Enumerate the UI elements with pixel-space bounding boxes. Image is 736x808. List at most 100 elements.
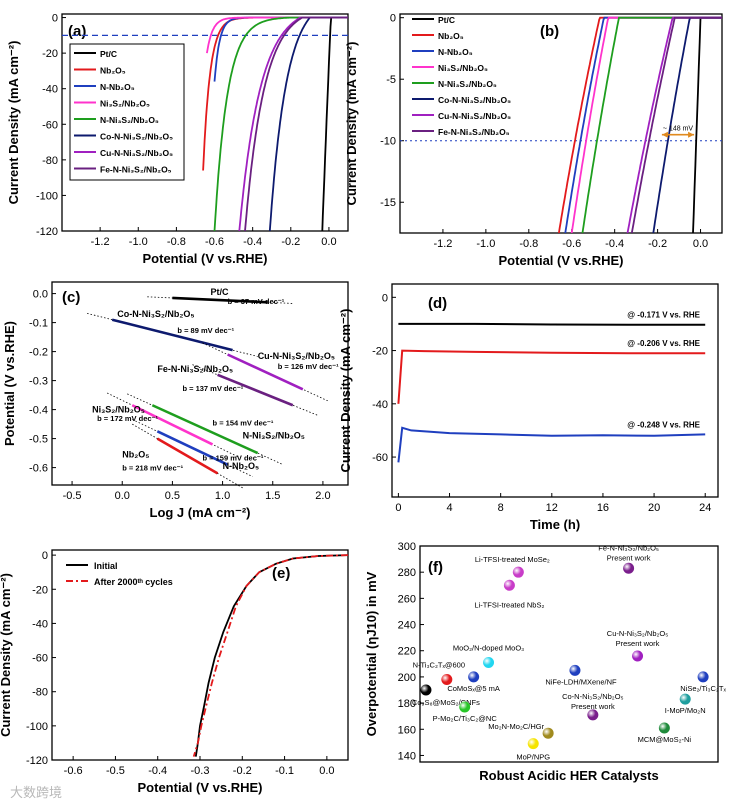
x-tick-label: -0.6	[562, 238, 581, 250]
y-tick-label: -120	[26, 755, 48, 767]
x-tick-label: 1.5	[265, 490, 280, 502]
catalyst-label: I-MoP/Mo₂N	[665, 706, 706, 715]
x-tick-label: 0.0	[693, 238, 708, 250]
catalyst-label: NiFe-LDH/MXene/NF	[545, 677, 617, 686]
y-tick-label: 0	[52, 13, 58, 25]
y-tick-label: -20	[32, 584, 48, 596]
catalyst-point	[512, 566, 524, 578]
slope-label: b = 218 mV dec⁻¹	[122, 464, 183, 473]
plot-frame	[61, 13, 349, 232]
catalyst-point	[527, 738, 539, 750]
series-label: N-Nb₂O₅	[223, 461, 260, 471]
y-tick-label: -0.6	[29, 463, 48, 475]
x-axis-label: Potential (V vs.RHE)	[138, 780, 263, 795]
x-tick-label: -0.2	[233, 765, 252, 777]
tafel-line-0	[172, 296, 268, 304]
series-label: Fe-N-Ni₃S₂/Nb₂O₅	[157, 364, 233, 374]
legend-label: N-Ni₃S₂/Nb₂O₅	[100, 115, 159, 125]
series-line-7	[244, 16, 348, 231]
catalyst-label: CoMoSₓ@5 mA	[447, 684, 500, 693]
catalyst-point	[658, 722, 670, 734]
panel-2: -0.5 0.0 0.5 1.0 1.5 2.0 0.0 -0.1 -0.2 -0.3 -0.4 -0…	[2, 281, 349, 520]
catalyst-point	[503, 579, 515, 591]
y-tick-label: 160	[398, 724, 416, 736]
catalyst-label: MoP/NPG	[516, 753, 550, 762]
y-tick-label: -20	[42, 48, 58, 60]
y-axis-label: Overpotential (ηJ10) in mV	[364, 571, 379, 736]
x-tick-label: -0.4	[148, 765, 167, 777]
y-tick-label: 240	[398, 620, 416, 632]
x-axis-label: Robust Acidic HER Catalysts	[479, 768, 658, 783]
polarization-curve-1	[192, 554, 349, 757]
y-tick-label: -120	[36, 226, 58, 238]
y-tick-label: 300	[398, 541, 416, 553]
legend-label: Pt/C	[100, 49, 117, 59]
arrow-head-right	[688, 131, 695, 138]
polarization-curve-0	[194, 554, 349, 757]
x-tick-label: -1.0	[476, 238, 495, 250]
x-tick-label: 24	[699, 502, 711, 514]
panel-4: -0.6 -0.5 -0.4 -0.3 -0.2 -0.1 0.0 0 -20 -40 -60 -80…	[0, 549, 349, 795]
catalyst-label: Fe-N-Ni₃S₂/Nb₂O₅	[598, 543, 659, 552]
annotation-text: ~ 148 mV	[663, 126, 693, 133]
present-work-label: Present work	[571, 702, 615, 711]
legend-label: After 2000ᵗʰ cycles	[94, 577, 173, 587]
series-label: Ni₃S₂/Nb₂O₅	[92, 405, 145, 415]
x-tick-label: -0.6	[205, 236, 224, 248]
x-tick-label: 0.0	[319, 765, 334, 777]
x-tick-label: -0.5	[106, 765, 125, 777]
x-tick-label: -0.6	[64, 765, 83, 777]
y-tick-label: 220	[398, 646, 416, 658]
slope-label: b = 89 mV dec⁻¹	[177, 326, 234, 335]
x-tick-label: -0.4	[605, 238, 624, 250]
legend-label: Ni₃S₂/Nb₂O₅	[100, 99, 150, 109]
catalyst-point	[569, 664, 581, 676]
slope-label: b = 159 mV dec⁻¹	[203, 453, 264, 462]
slope-label: b = 137 mV dec⁻¹	[182, 384, 243, 393]
x-tick-label: 0.0	[115, 490, 130, 502]
catalyst-label: Li-TFSI-treated NbS₂	[474, 600, 544, 609]
legend-label: Nb₂O₅	[438, 31, 464, 41]
x-tick-label: -1.2	[91, 236, 110, 248]
series-label: @ -0.206 V vs. RHE	[627, 339, 700, 348]
y-tick-label: 260	[398, 593, 416, 605]
y-axis-label: Current Density (mA cm⁻²)	[0, 573, 13, 737]
catalyst-label: MCM@MoS₂-Ni	[638, 735, 692, 744]
series-label: Cu-N-Ni₃S₂/Nb₂O₅	[258, 351, 335, 361]
x-tick-label: -0.1	[275, 765, 294, 777]
panel-label: (d)	[428, 295, 447, 312]
tafel-line-6	[156, 430, 229, 466]
y-tick-label: 0.0	[33, 289, 48, 301]
catalyst-label: Co-N-Ni₃S₂/Nb₂O₅	[562, 692, 624, 701]
catalyst-label: Co₉S₈@MoS₂/CNFs	[412, 698, 480, 707]
legend-label: N-Nb₂O₅	[438, 47, 473, 57]
x-tick-label: -1.2	[433, 238, 452, 250]
panel-label: (b)	[540, 23, 559, 40]
y-tick-label: 0	[390, 13, 396, 25]
y-tick-label: -0.4	[29, 405, 48, 417]
catalyst-point	[483, 657, 495, 669]
panel-0: -1.2 -1.0 -0.8 -0.6 -0.4 -0.2 0.0 0 -20 -40 -60 -80…	[6, 13, 349, 266]
catalyst-point	[697, 671, 709, 683]
catalyst-label: Mo₂N-Mo₂C/HGr	[488, 722, 544, 731]
catalyst-point	[459, 701, 471, 713]
y-tick-label: -40	[42, 84, 58, 96]
arrow-head-left	[661, 131, 668, 138]
tafel-line-7	[156, 437, 219, 475]
plot-frame	[419, 545, 719, 763]
y-axis-label: Current Density (mA cm⁻²)	[338, 309, 353, 473]
panel-1: -1.2 -1.0 -0.8 -0.6 -0.4 -0.2 0.0 0 -5 -10 -15 Pote…	[344, 13, 723, 268]
y-tick-label: 0	[42, 550, 48, 562]
y-tick-label: 0	[382, 292, 388, 304]
x-axis-label: Potential (V vs.RHE)	[143, 251, 268, 266]
y-tick-label: -0.2	[29, 347, 48, 359]
catalyst-point	[623, 562, 635, 574]
legend-label: Cu-N-Ni₃S₂/Nb₂O₅	[438, 111, 511, 121]
series-label: @ -0.248 V vs. RHE	[627, 420, 700, 429]
y-tick-label: 280	[398, 567, 416, 579]
series-label: N-Ni₃S₂/Nb₂O₅	[243, 431, 305, 441]
x-tick-label: -0.5	[63, 490, 82, 502]
x-tick-label: 4	[446, 502, 452, 514]
series-label: Pt/C	[211, 287, 230, 297]
